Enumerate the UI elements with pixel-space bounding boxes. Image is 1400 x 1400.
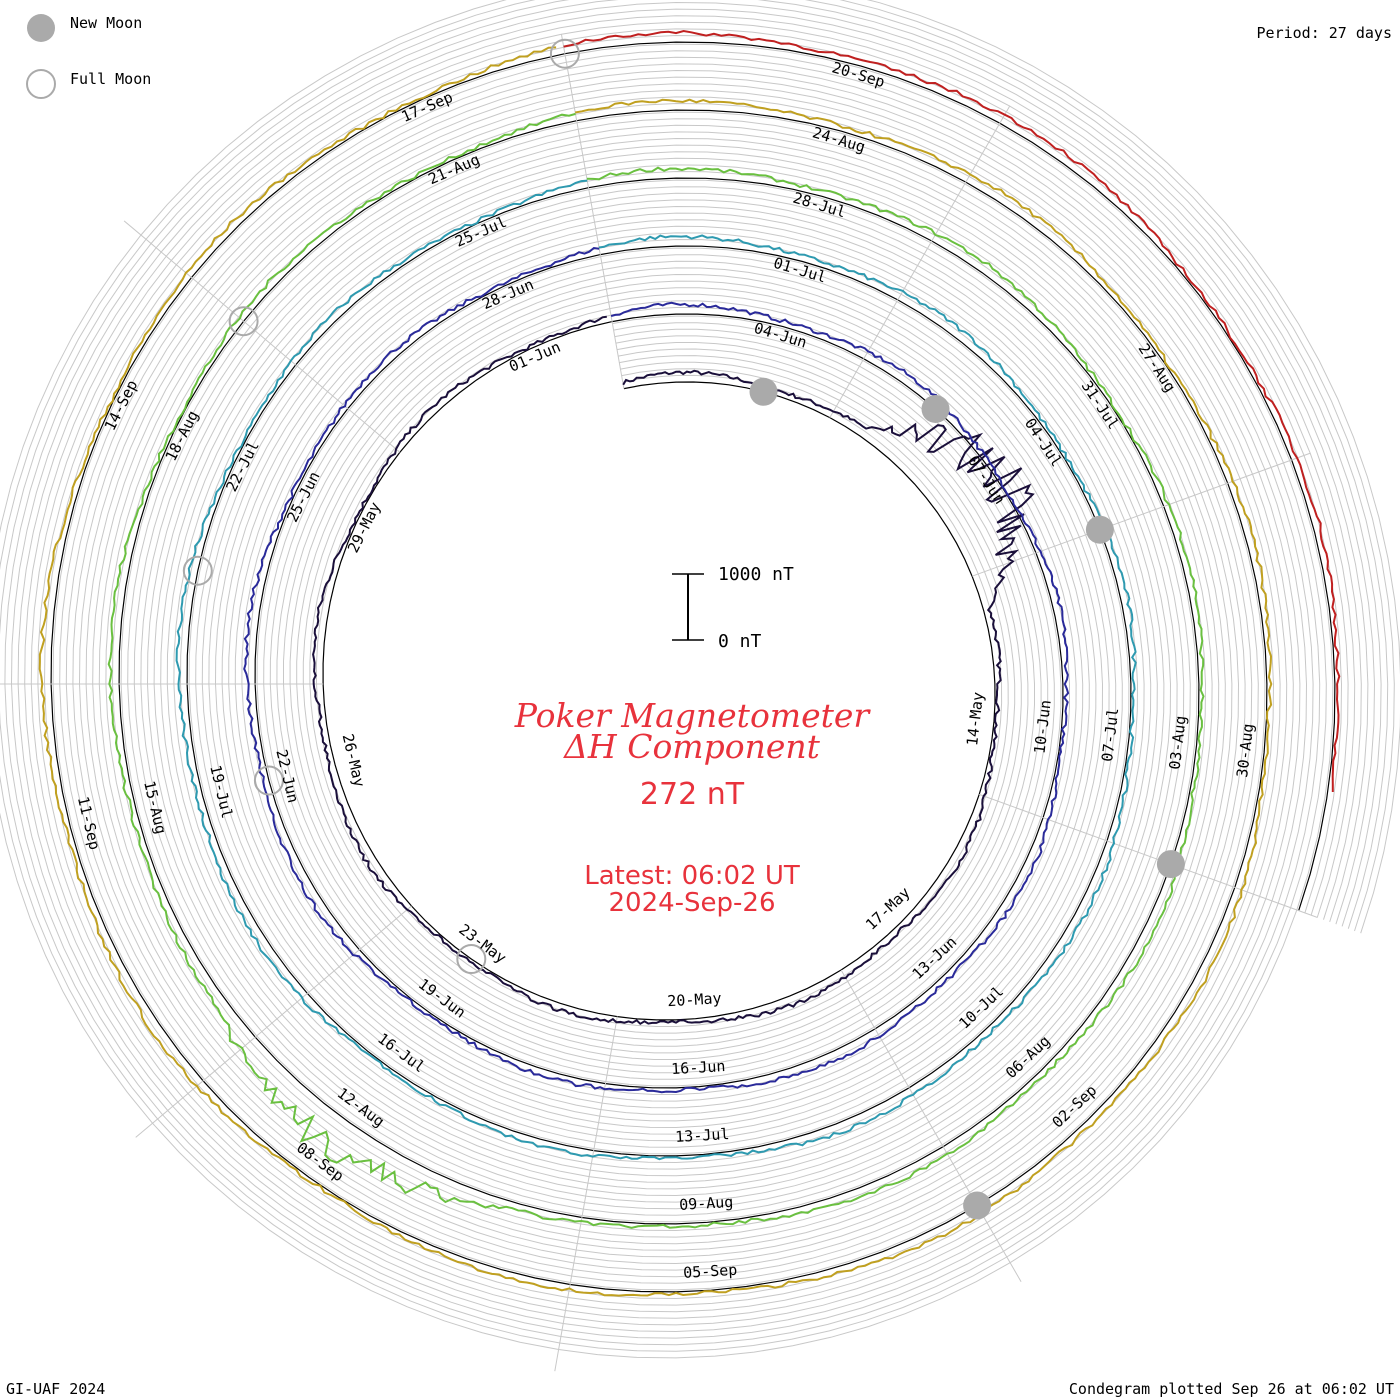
- date-label: 13-Jul: [675, 1125, 730, 1146]
- series-rotation-4: [38, 46, 1273, 1297]
- date-label: 20-May: [667, 989, 722, 1010]
- date-label: 05-Sep: [683, 1261, 738, 1282]
- scale-bar: 1000 nT 0 nT: [672, 564, 794, 652]
- full-moon-marker: [228, 306, 259, 337]
- new-moon-legend-icon: [27, 14, 55, 42]
- date-label: 09-Aug: [679, 1193, 734, 1214]
- grid-spoke: [840, 969, 1022, 1282]
- footer-plot-time: Condegram plotted Sep 26 at 06:02 UT: [1069, 1380, 1394, 1398]
- date-label: 14-May: [963, 691, 987, 747]
- scale-top-label: 1000 nT: [718, 564, 794, 585]
- date-label: 26-May: [339, 732, 369, 789]
- grid-spoke: [971, 452, 1311, 577]
- footer-credit: GI-UAF 2024: [6, 1380, 105, 1398]
- date-label: 23-May: [455, 920, 509, 967]
- period-label: Period: 27 days: [1257, 24, 1392, 42]
- new-moon-marker: [749, 377, 778, 406]
- latest-date: 2024-Sep-26: [608, 888, 775, 918]
- moon-markers: [182, 38, 1185, 1220]
- new-moon-marker: [921, 395, 950, 423]
- date-label: 04-Jun: [752, 319, 809, 352]
- chart-subtitle: ΔH Component: [562, 727, 821, 766]
- series-rotation-2: [175, 179, 1137, 1161]
- new-moon-marker: [1085, 515, 1114, 544]
- grid-spoke: [554, 1016, 618, 1372]
- date-labels: 14-May17-May20-May23-May26-May29-May01-J…: [74, 58, 1257, 1282]
- date-label: 12-Aug: [334, 1084, 388, 1131]
- series-rotation-1: [243, 246, 1070, 1094]
- new-moon-marker: [1156, 850, 1185, 879]
- grid-spoke: [979, 793, 1318, 918]
- grid-spoke: [829, 105, 1011, 418]
- new-moon-marker: [963, 1191, 992, 1220]
- full-moon-marker: [253, 765, 284, 796]
- series-rotation-5: [563, 29, 1341, 792]
- new-moon-legend-label: New Moon: [70, 14, 142, 32]
- series-rotation-0: [312, 315, 1035, 1026]
- series-rotation-3: [107, 112, 1205, 1229]
- current-value: 272 nT: [640, 777, 745, 812]
- date-label: 19-Jun: [415, 975, 469, 1022]
- chart-title: Poker Magnetometer: [514, 696, 872, 735]
- full-moon-marker: [549, 38, 580, 69]
- date-label: 16-Jun: [671, 1057, 726, 1078]
- full-moon-marker: [182, 555, 213, 586]
- grid-spoke: [135, 905, 412, 1138]
- data-series: [38, 29, 1341, 1297]
- scale-bottom-label: 0 nT: [718, 631, 762, 652]
- grid-spoke: [123, 220, 401, 453]
- full-moon-legend-label: Full Moon: [70, 70, 151, 88]
- latest-time: Latest: 06:02 UT: [584, 861, 800, 891]
- date-label: 29-May: [344, 499, 384, 555]
- legend: New Moon Full Moon: [26, 14, 151, 99]
- date-label: 16-Jul: [374, 1029, 428, 1076]
- baseline-spiral: [50, 41, 1336, 1293]
- grid-spoke: [560, 33, 625, 389]
- date-label: 01-Jul: [771, 254, 828, 287]
- full-moon-marker: [456, 944, 487, 974]
- date-label: 24-Aug: [810, 123, 867, 156]
- full-moon-legend-icon: [26, 69, 56, 99]
- date-label: 17-Sep: [399, 88, 456, 126]
